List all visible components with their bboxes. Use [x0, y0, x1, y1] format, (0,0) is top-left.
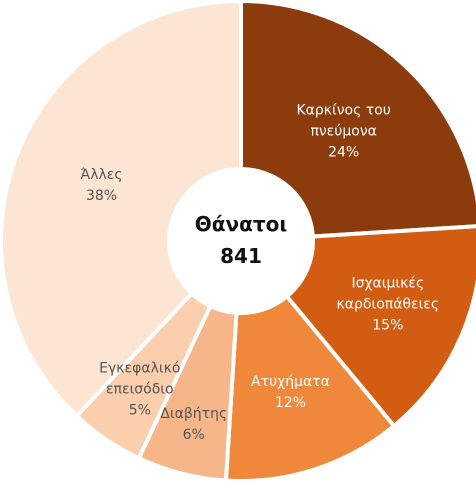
value-label: 38%	[85, 187, 118, 204]
center-total: 841	[220, 244, 262, 268]
segment-label: Διαβήτης 6%	[129, 404, 259, 446]
donut-hole	[171, 171, 311, 311]
category-label: Εγκεφαλικό επεισόδιο	[99, 360, 181, 398]
segment-label: Καρκίνος του πνεύμονα 24%	[279, 100, 409, 163]
center-title: Θάνατοι	[194, 212, 288, 236]
category-label: Ισχαιμικές καρδιοπάθειες	[336, 275, 440, 313]
segment-label: Ατυχήματα 12%	[225, 372, 355, 414]
category-label: Καρκίνος του πνεύμονα	[296, 102, 391, 140]
value-label: 15%	[372, 317, 404, 334]
category-label: Ατυχήματα	[251, 374, 330, 391]
donut-segment	[223, 293, 397, 482]
segment-label: Ισχαιμικές καρδιοπάθειες 15%	[323, 273, 453, 336]
segment-label: Άλλες 38%	[37, 165, 167, 207]
value-label: 12%	[274, 395, 306, 412]
donut-segment	[0, 0, 243, 419]
value-label: 24%	[328, 144, 360, 161]
category-label: Άλλες	[80, 166, 123, 183]
donut-segment	[239, 0, 476, 239]
value-label: 6%	[182, 427, 205, 444]
segment-label: Εγκεφαλικό επεισόδιο 5%	[75, 358, 205, 421]
category-label: Διαβήτης	[160, 406, 228, 423]
donut-segment	[284, 224, 476, 429]
value-label: 5%	[128, 402, 151, 419]
